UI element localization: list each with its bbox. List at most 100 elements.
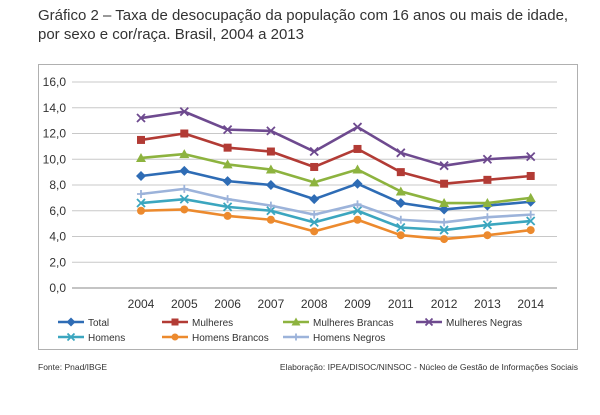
data-point-mulheres bbox=[353, 144, 362, 153]
data-point-homens-brancos bbox=[526, 226, 535, 235]
y-tick-label: 14,0 bbox=[43, 101, 67, 115]
legend-label-total: Total bbox=[88, 318, 109, 329]
y-tick-label: 16,0 bbox=[43, 75, 67, 89]
y-tick-label: 8,0 bbox=[49, 178, 66, 192]
data-point-mulheres-negras bbox=[222, 125, 233, 135]
data-point-mulheres bbox=[180, 129, 189, 138]
data-point-mulheres bbox=[440, 179, 449, 188]
series-line-mulheres bbox=[140, 132, 531, 186]
data-point-homens-negros bbox=[137, 190, 145, 199]
data-point-homens-negros bbox=[483, 213, 492, 222]
data-point-homens bbox=[309, 217, 319, 227]
data-point-mulheres bbox=[396, 168, 405, 177]
data-point-mulheres-negras bbox=[136, 113, 146, 123]
data-point-homens-brancos bbox=[180, 205, 189, 214]
data-point-homens bbox=[482, 220, 493, 230]
legend-label-mulheres-brancas: Mulheres Brancas bbox=[313, 318, 394, 329]
data-point-mulheres bbox=[526, 171, 535, 180]
y-tick-label: 10,0 bbox=[43, 152, 67, 166]
data-point-mulheres-negras bbox=[482, 154, 493, 164]
legend-marker-mulheres bbox=[171, 318, 179, 326]
data-point-mulheres-brancas bbox=[136, 152, 146, 162]
data-point-homens bbox=[136, 198, 146, 208]
data-point-homens bbox=[526, 216, 536, 226]
data-point-total bbox=[352, 178, 363, 189]
x-tick-label: 2014 bbox=[517, 297, 544, 311]
x-tick-label: 2006 bbox=[214, 297, 241, 311]
data-point-homens-negros bbox=[310, 210, 319, 219]
data-point-mulheres-brancas bbox=[439, 198, 450, 208]
source-note: Fonte: Pnad/IBGE bbox=[38, 362, 107, 372]
data-point-homens-brancos bbox=[396, 231, 405, 240]
data-point-homens bbox=[266, 206, 276, 216]
data-point-total bbox=[136, 170, 146, 181]
legend-marker-mulheres-negras bbox=[424, 317, 434, 327]
data-point-mulheres bbox=[310, 162, 319, 171]
data-point-mulheres bbox=[266, 147, 275, 156]
data-point-homens-negros bbox=[180, 184, 189, 193]
data-point-mulheres bbox=[137, 135, 145, 144]
data-point-homens bbox=[222, 202, 233, 212]
data-point-homens-brancos bbox=[137, 206, 145, 215]
data-point-mulheres-brancas bbox=[525, 192, 536, 202]
series-line-total bbox=[140, 169, 531, 211]
y-tick-label: 12,0 bbox=[43, 127, 67, 141]
data-point-homens bbox=[439, 225, 449, 235]
data-point-homens-negros bbox=[440, 218, 449, 227]
data-point-homens-negros bbox=[526, 210, 535, 219]
x-tick-label: 2007 bbox=[258, 297, 285, 311]
series-line-homens-brancos bbox=[140, 208, 531, 241]
legend-marker-homens-negros bbox=[292, 333, 300, 341]
series-line-mulheres-negras bbox=[140, 110, 531, 167]
data-point-mulheres bbox=[223, 143, 232, 152]
data-point-mulheres-negras bbox=[309, 146, 319, 157]
data-point-total bbox=[395, 198, 406, 209]
legend-marker-homens bbox=[66, 332, 76, 342]
x-tick-label: 2009 bbox=[344, 297, 371, 311]
legend-marker-mulheres-brancas bbox=[291, 317, 301, 326]
x-tick-label: 2004 bbox=[128, 297, 155, 311]
data-point-mulheres-negras bbox=[396, 148, 406, 158]
data-point-homens-negros bbox=[223, 195, 232, 204]
data-point-homens-negros bbox=[266, 201, 275, 210]
data-point-homens-brancos bbox=[440, 235, 449, 244]
y-tick-label: 6,0 bbox=[49, 204, 66, 218]
data-point-homens-negros bbox=[396, 215, 405, 224]
legend-label-homens-negros: Homens Negros bbox=[313, 333, 385, 344]
data-point-mulheres-brancas bbox=[222, 159, 233, 169]
series-line-homens bbox=[140, 197, 531, 232]
y-tick-label: 4,0 bbox=[49, 230, 66, 244]
data-point-mulheres-negras bbox=[352, 122, 363, 132]
data-point-homens-brancos bbox=[310, 227, 319, 236]
data-point-mulheres-brancas bbox=[352, 164, 363, 174]
data-point-homens-brancos bbox=[266, 215, 275, 224]
legend-label-mulheres: Mulheres bbox=[192, 318, 233, 329]
data-point-mulheres-brancas bbox=[179, 149, 190, 159]
data-point-total bbox=[179, 165, 190, 176]
data-point-total bbox=[265, 180, 276, 190]
legend-marker-homens-brancos bbox=[171, 333, 179, 341]
data-point-homens-brancos bbox=[483, 231, 492, 240]
x-tick-label: 2013 bbox=[474, 297, 501, 311]
legend-label-mulheres-negras: Mulheres Negras bbox=[446, 318, 522, 329]
x-tick-label: 2012 bbox=[431, 297, 458, 311]
data-point-mulheres bbox=[483, 175, 492, 184]
x-tick-label: 2011 bbox=[388, 297, 414, 311]
data-point-mulheres-brancas bbox=[265, 164, 276, 174]
data-point-homens bbox=[352, 206, 363, 216]
data-point-total bbox=[309, 194, 320, 205]
legend-label-homens: Homens bbox=[88, 333, 125, 344]
legend-label-homens-brancos: Homens Brancos bbox=[192, 333, 269, 344]
y-tick-label: 2,0 bbox=[49, 255, 66, 269]
data-point-homens bbox=[396, 222, 406, 233]
data-point-total bbox=[222, 176, 233, 187]
series-line-homens-negros bbox=[140, 187, 531, 224]
data-point-homens bbox=[179, 194, 189, 204]
data-point-homens-brancos bbox=[353, 215, 362, 224]
data-point-homens-negros bbox=[353, 200, 362, 209]
x-tick-label: 2008 bbox=[301, 297, 328, 311]
data-point-mulheres-brancas bbox=[482, 198, 493, 208]
legend-marker-total bbox=[66, 317, 76, 327]
data-point-homens-brancos bbox=[223, 211, 232, 220]
